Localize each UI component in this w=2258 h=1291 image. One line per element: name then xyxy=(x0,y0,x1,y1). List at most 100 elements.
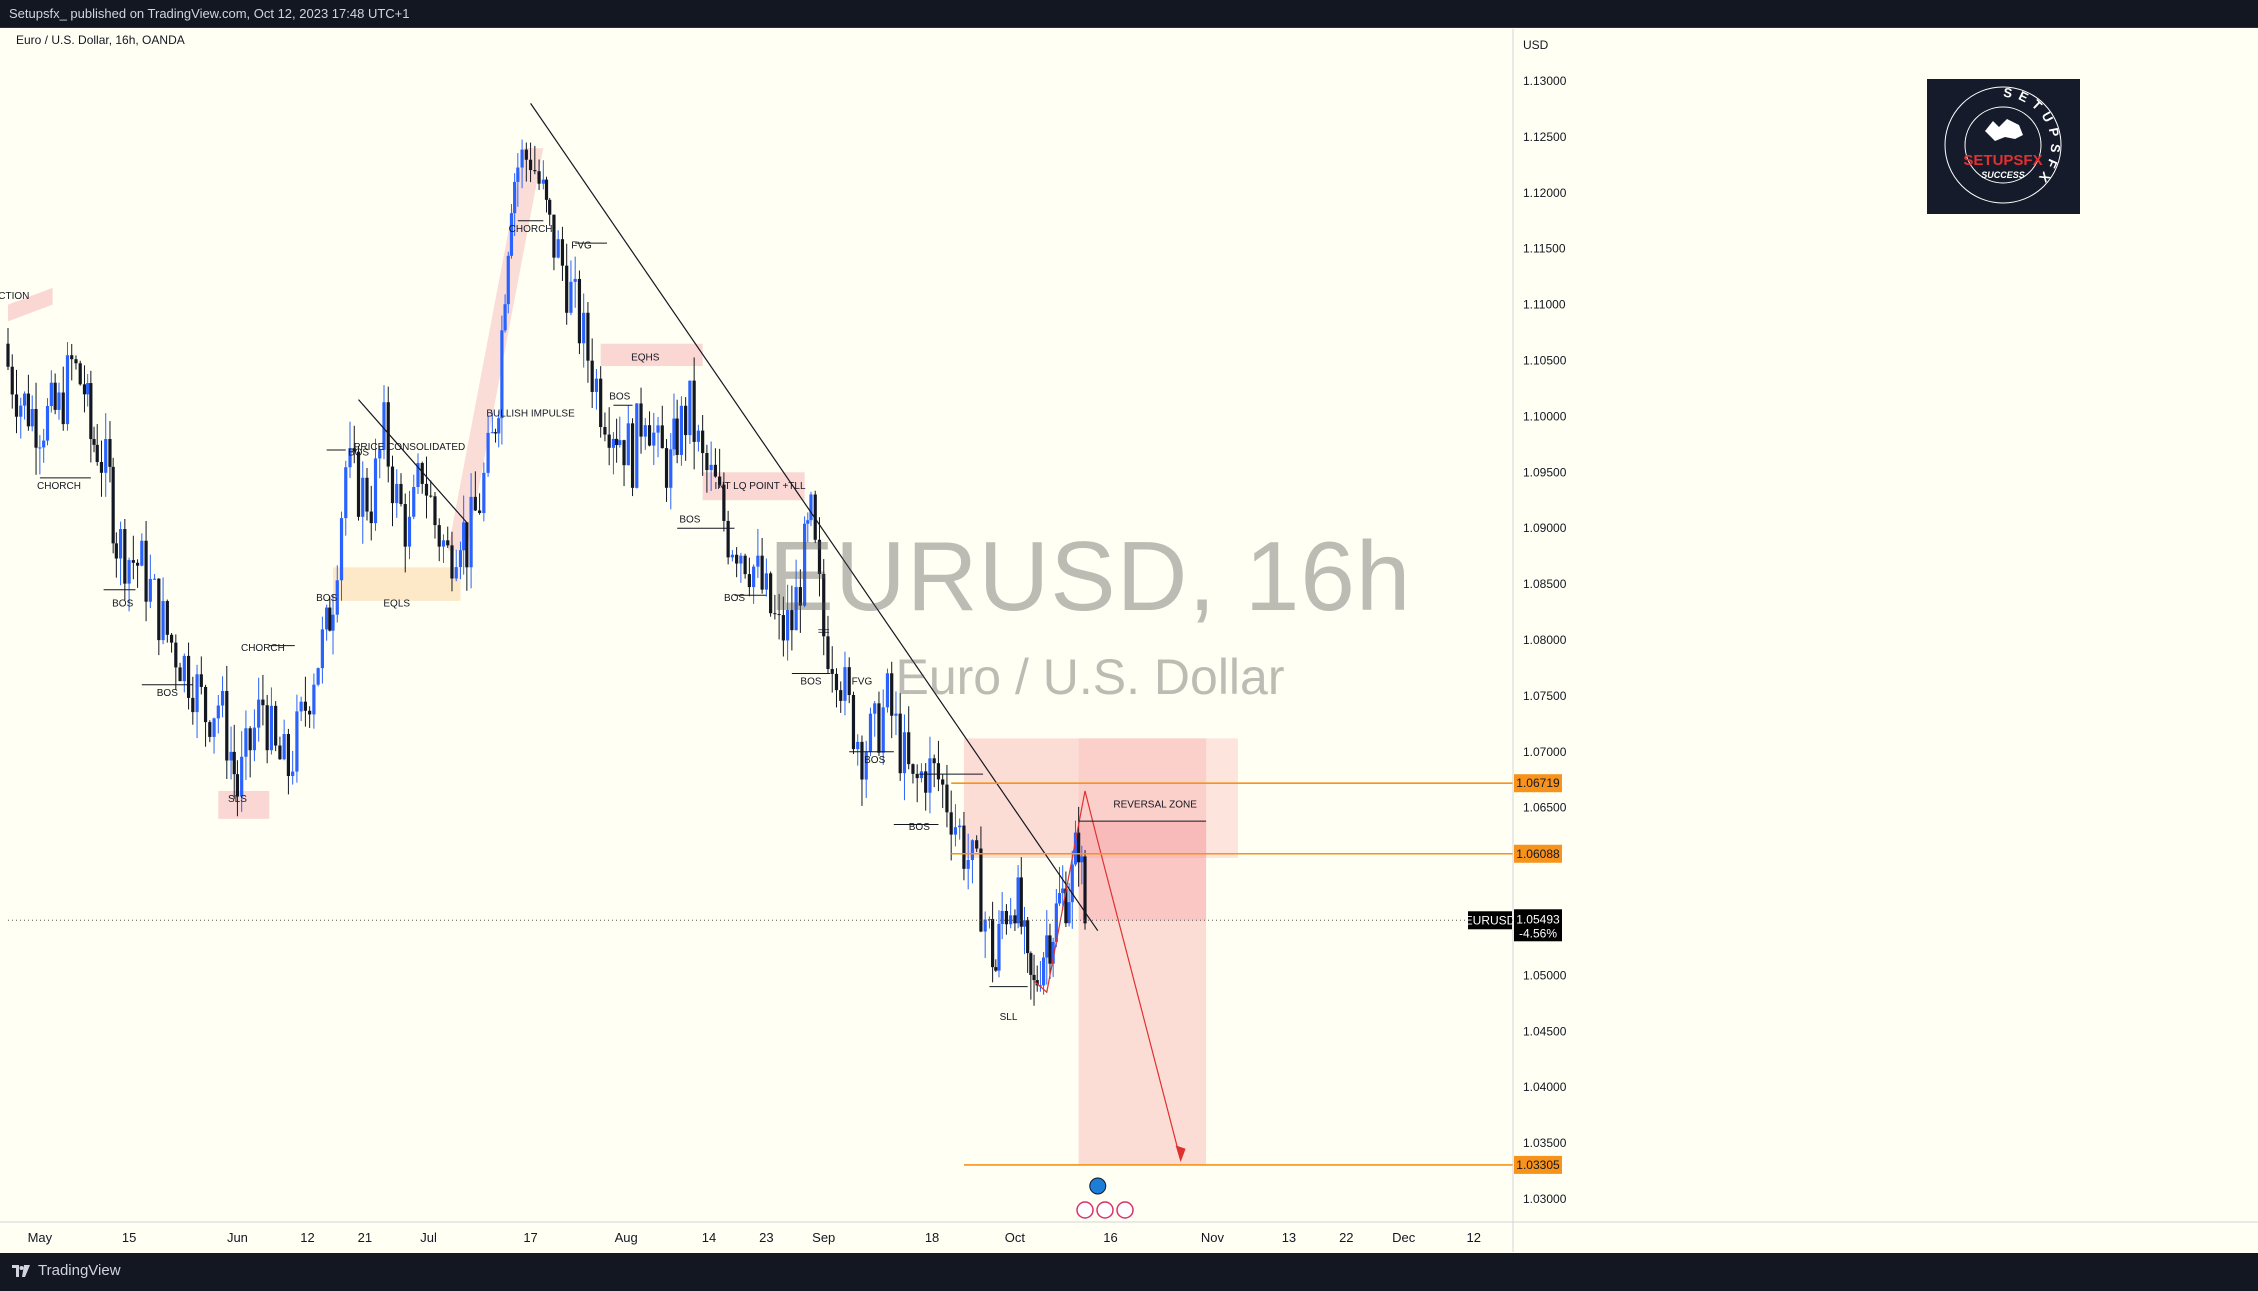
tradingview-logo[interactable]: TradingView xyxy=(12,1262,121,1279)
candle-body xyxy=(454,567,458,579)
candle-body xyxy=(941,779,945,785)
chart-frame[interactable]: JECTIONCHORCHBOSBOSSLSCHORCHBOSBOSPRICE … xyxy=(0,27,2258,1254)
news-event-icon[interactable] xyxy=(1089,1177,1107,1195)
candle-body xyxy=(541,179,545,184)
candle-body xyxy=(95,444,99,463)
candle-body xyxy=(643,425,647,437)
structure-annotation: INT LQ POINT +TLL xyxy=(714,481,805,492)
candle-body xyxy=(369,511,373,524)
candle-body xyxy=(199,674,203,687)
candle-body xyxy=(928,758,932,793)
candle-body xyxy=(493,432,498,434)
candle-body xyxy=(565,265,569,313)
candle-body xyxy=(520,149,524,168)
x-tick-label: 15 xyxy=(122,1230,136,1245)
projected-path-line xyxy=(1033,790,1182,1161)
candle-body xyxy=(669,449,673,488)
candle-body xyxy=(19,405,23,417)
candle-body xyxy=(114,543,118,559)
candle-body xyxy=(295,711,299,772)
structure-annotation: SLS xyxy=(228,794,247,805)
candle-body xyxy=(274,705,278,746)
symbol-tag-label: EURUSD xyxy=(1465,913,1516,927)
projected-path-arrowhead xyxy=(1175,1145,1186,1163)
rejection-zone xyxy=(8,287,53,322)
candle-body xyxy=(851,694,856,750)
candle-body xyxy=(45,405,50,441)
candle-body xyxy=(34,408,38,448)
candle-body xyxy=(813,494,817,540)
candle-body xyxy=(303,701,308,711)
candle-body xyxy=(730,554,734,558)
publish-info-text: Setupsfx_ published on TradingView.com, … xyxy=(9,6,410,21)
candle-body xyxy=(92,439,96,445)
candle-body xyxy=(429,495,433,497)
price-level-tag xyxy=(1514,774,1562,793)
candle-body xyxy=(135,562,140,566)
candle-body xyxy=(1009,915,1013,925)
candle-body xyxy=(399,483,403,505)
candle-body xyxy=(191,697,195,713)
structure-annotation: BOS xyxy=(724,593,745,604)
candle-body xyxy=(856,741,860,750)
candle-body xyxy=(1057,893,1062,904)
candle-body xyxy=(82,384,87,395)
structure-annotation: CHORCH xyxy=(509,224,553,235)
candle-body xyxy=(108,439,112,467)
candle-body xyxy=(123,529,127,584)
candle-body xyxy=(378,449,382,459)
candle-body xyxy=(1041,957,1046,986)
candle-body xyxy=(660,425,664,449)
candle-body xyxy=(769,573,773,614)
candle-body xyxy=(569,281,573,313)
economic-event-icon[interactable] xyxy=(1096,1201,1114,1219)
candle-body xyxy=(186,655,191,698)
structure-annotation: FVG xyxy=(571,241,592,252)
candle-body xyxy=(803,523,807,606)
candle-body xyxy=(911,764,915,774)
candle-body xyxy=(790,610,794,631)
candle-body xyxy=(473,496,477,511)
candle-body xyxy=(486,432,490,473)
candle-body xyxy=(639,403,643,437)
y-tick-label: 1.08000 xyxy=(1523,633,1567,647)
candle-body xyxy=(497,418,501,434)
price-level-tag xyxy=(1514,844,1562,863)
candle-body xyxy=(590,360,594,392)
candle-body xyxy=(722,484,726,521)
candle-body xyxy=(781,615,785,641)
candle-body xyxy=(1070,864,1074,903)
candle-body xyxy=(979,848,983,932)
economic-event-icon[interactable] xyxy=(1116,1201,1134,1219)
candle-body xyxy=(696,430,700,442)
x-tick-label: Jul xyxy=(420,1230,437,1245)
candle-body xyxy=(739,555,743,564)
x-tick-label: 17 xyxy=(523,1230,537,1245)
candle-body xyxy=(390,466,395,504)
chart-canvas[interactable]: JECTIONCHORCHBOSBOSSLSCHORCHBOSBOSPRICE … xyxy=(0,28,2258,1253)
candle-body xyxy=(656,425,660,433)
candle-body xyxy=(894,713,898,716)
candle-body xyxy=(220,691,225,706)
candle-body xyxy=(760,555,764,590)
candle-body xyxy=(38,447,42,449)
candle-body xyxy=(599,378,603,428)
candle-body xyxy=(958,825,962,828)
candle-body xyxy=(607,434,611,448)
candle-body xyxy=(441,540,446,547)
y-tick-label: 1.05000 xyxy=(1523,968,1567,982)
candle-body xyxy=(991,919,995,968)
economic-event-icon[interactable] xyxy=(1076,1201,1094,1219)
structure-annotation: EQHS xyxy=(631,353,660,364)
symbol-header[interactable]: Euro / U.S. Dollar, 16h, OANDA xyxy=(16,33,185,47)
candle-body xyxy=(178,667,182,682)
candle-body xyxy=(548,199,552,215)
candle-body xyxy=(65,355,70,425)
candle-body xyxy=(328,607,332,631)
y-tick-label: 1.10000 xyxy=(1523,409,1567,423)
structure-annotation: SLL xyxy=(1000,1012,1018,1023)
candle-body xyxy=(182,655,186,682)
x-tick-label: 23 xyxy=(759,1230,773,1245)
candle-body xyxy=(705,453,709,471)
candle-body xyxy=(373,458,378,524)
